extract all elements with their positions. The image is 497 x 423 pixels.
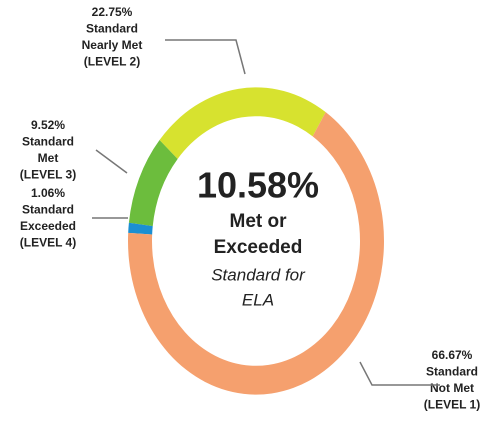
center-subtitle: Standard for	[211, 265, 306, 284]
category-label: Not Met	[430, 381, 474, 395]
category-label: Standard	[86, 22, 138, 36]
category-label: Met	[38, 151, 59, 165]
category-label: Nearly Met	[82, 38, 143, 52]
donut-segment	[159, 87, 326, 159]
category-label: (LEVEL 4)	[20, 236, 76, 250]
center-line: Met or	[230, 211, 288, 232]
data-label: 66.67%	[432, 348, 473, 362]
center-value: 10.58%	[197, 165, 319, 206]
category-label: Standard	[22, 135, 74, 149]
category-label: (LEVEL 2)	[84, 55, 140, 69]
data-label: 22.75%	[92, 5, 133, 19]
leader-line	[95, 149, 128, 174]
center-line: Exceeded	[214, 237, 303, 258]
data-label: 9.52%	[31, 118, 65, 132]
donut-segment	[128, 140, 178, 227]
donut-segment	[128, 222, 153, 235]
category-label: Standard	[22, 203, 74, 217]
data-label: 1.06%	[31, 186, 65, 200]
category-label: (LEVEL 3)	[20, 168, 76, 182]
leader-line	[359, 361, 440, 386]
category-label: (LEVEL 1)	[424, 398, 480, 412]
category-label: Exceeded	[20, 219, 76, 233]
leader-line	[165, 39, 246, 75]
category-label: Standard	[426, 365, 478, 379]
center-subtitle: ELA	[242, 290, 274, 309]
